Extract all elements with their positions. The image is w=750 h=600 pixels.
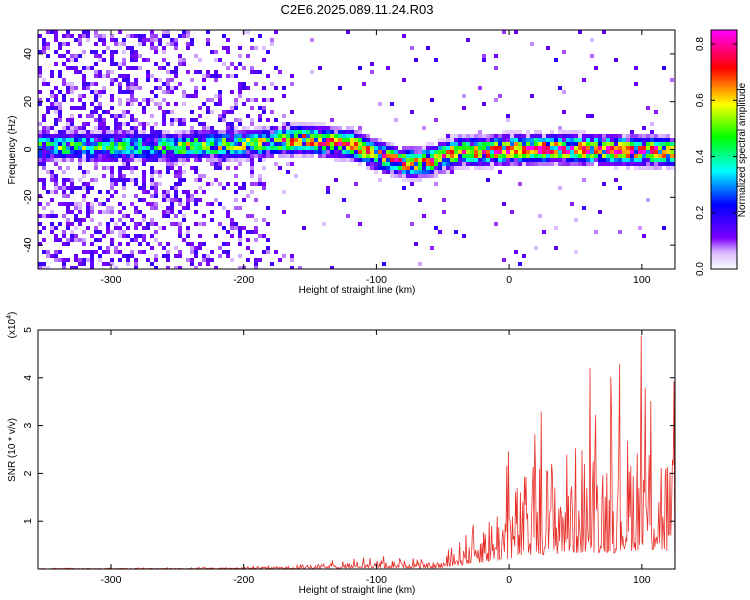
snr-x-tick-label: 0 (506, 574, 512, 586)
snr-y-tick-label: 4 (22, 375, 34, 381)
colorbar-gradient (710, 29, 738, 270)
snr-panel: -300 -200 -100 0 100 1 2 3 4 5 Height of straigh… (6, 312, 676, 596)
snr-x-label: Height of straight line (km) (299, 585, 416, 596)
spectrogram-y-tick-label: 20 (22, 96, 34, 108)
snr-series-line (38, 335, 675, 569)
spectrogram-y-ticks: -40 -20 0 20 40 (22, 48, 675, 253)
snr-x-tick-label: 100 (633, 574, 651, 586)
colorbar-tick-label: 0.8 (695, 37, 706, 51)
snr-y-ticks: 1 2 3 4 5 (22, 327, 675, 524)
colorbar-tick-label: 0.2 (695, 205, 706, 219)
snr-x-tick-label: -300 (100, 574, 121, 586)
colorbar-tick-label: 0.4 (695, 149, 706, 163)
spectrogram-y-label: Frequency (Hz) (7, 116, 18, 185)
spectrogram-x-tick-label: 0 (506, 274, 512, 286)
snr-multiplier-close: ) (7, 312, 18, 315)
spectrogram-x-tick-label: -300 (100, 274, 121, 286)
colorbar-tick-label: 0.6 (695, 93, 706, 107)
spectrogram-x-tick-label: -200 (233, 274, 254, 286)
colorbar-label: Normalized spectral amplitude (737, 82, 748, 217)
svg-text:(x104): (x104) (6, 312, 18, 339)
snr-y-label: SNR (10 * v/v) (7, 418, 18, 482)
colorbar-ticks: 0.0 0.2 0.4 0.6 0.8 (695, 37, 737, 276)
snr-frame (37, 329, 676, 570)
snr-y-tick-label: 1 (22, 518, 34, 524)
snr-y-tick-label: 5 (22, 327, 34, 333)
snr-x-tick-label: -200 (233, 574, 254, 586)
spectrogram-y-tick-label: 40 (22, 48, 34, 60)
spectrogram-x-tick-label: 100 (633, 274, 651, 286)
snr-multiplier-exponent: 4 (6, 315, 13, 319)
snr-x-ticks: -300 -200 -100 0 100 (100, 330, 651, 586)
spectrogram-y-tick-label: -40 (22, 237, 34, 252)
spectrogram-x-tick-label: -100 (366, 274, 387, 286)
spectrogram-y-tick-label: 0 (22, 146, 34, 152)
snr-y-tick-label: 3 (22, 423, 34, 429)
spectrogram-x-label: Height of straight line (km) (299, 285, 416, 296)
spectrogram-y-tick-label: -20 (22, 190, 34, 205)
chart-title: C2E6.2025.089.11.24.R03 (281, 2, 434, 17)
spectrogram-x-ticks: -300 -200 -100 0 100 (100, 30, 651, 286)
colorbar-tick-label: 0.0 (695, 262, 706, 276)
colorbar: 0.0 0.2 0.4 0.6 0.8 Normalized spectral ampl… (695, 29, 748, 276)
spectrogram-cells (38, 30, 675, 269)
snr-y-tick-label: 2 (22, 470, 34, 476)
snr-y-multiplier: (x104) (6, 312, 18, 339)
snr-multiplier-base: (x10 (7, 318, 18, 338)
snr-x-tick-label: -100 (366, 574, 387, 586)
